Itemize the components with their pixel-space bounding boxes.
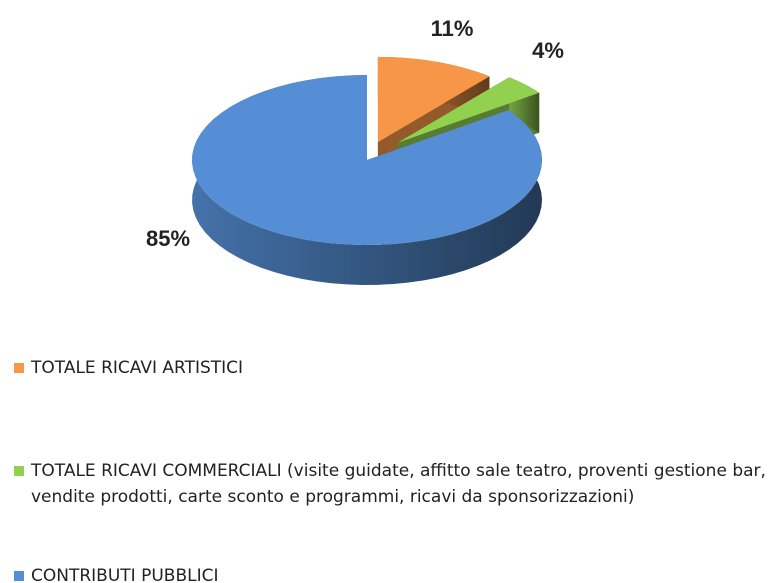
- data-label: 4%: [532, 38, 564, 63]
- slice-top: [397, 77, 540, 143]
- legend-item: CONTRIBUTI PUBBLICI: [14, 563, 774, 583]
- data-label: 11%: [431, 16, 474, 41]
- legend-item: TOTALE RICAVI ARTISTICI: [14, 355, 774, 381]
- legend-swatch: [14, 466, 24, 476]
- slice-top: [192, 75, 542, 245]
- legend-label: CONTRIBUTI PUBBLICI: [31, 566, 219, 583]
- pie-area: 11% 4% 85%: [146, 16, 564, 285]
- legend-item: TOTALE RICAVI COMMERCIALI (visite guidat…: [14, 458, 774, 510]
- slice-top: [377, 56, 490, 142]
- data-label: 85%: [146, 226, 190, 251]
- legend-label: TOTALE RICAVI ARTISTICI: [31, 358, 244, 378]
- pie-slice: [192, 75, 542, 285]
- legend-swatch: [14, 363, 24, 373]
- legend-label: TOTALE RICAVI COMMERCIALI (visite guidat…: [31, 461, 766, 507]
- legend-swatch: [14, 571, 24, 581]
